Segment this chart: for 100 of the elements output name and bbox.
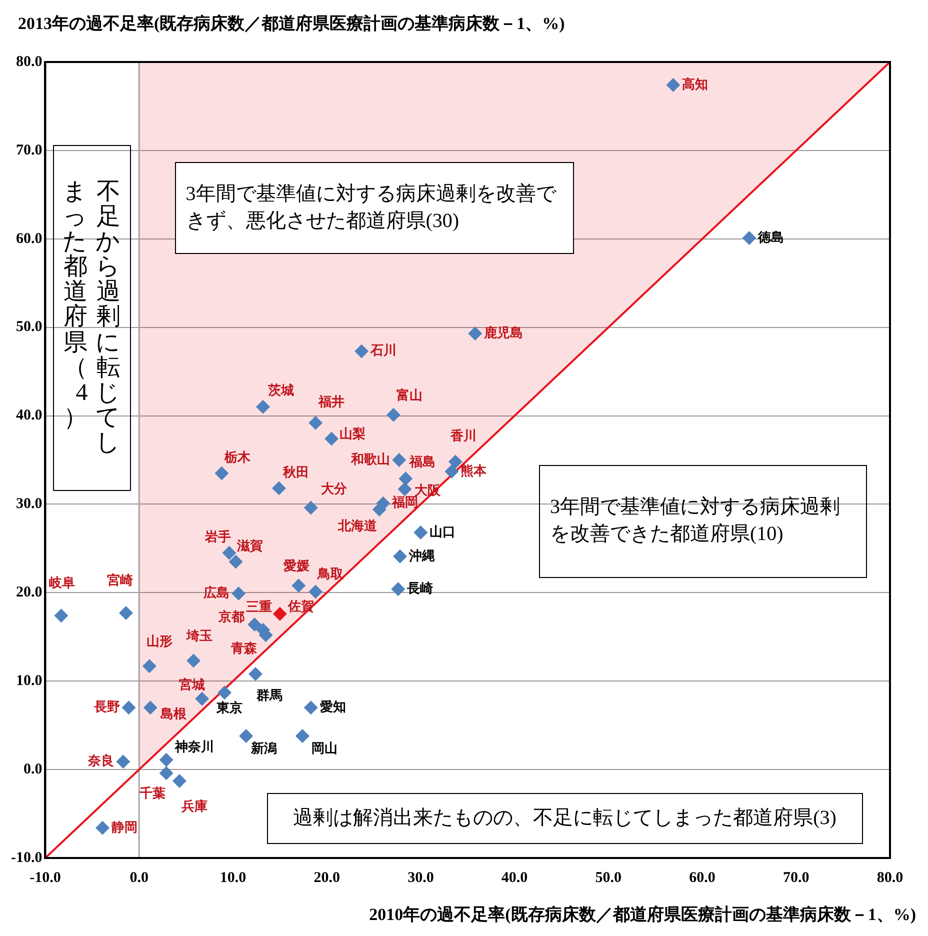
annotation: 富山 <box>396 387 422 402</box>
annotation: 福島 <box>408 454 436 469</box>
point <box>742 231 756 246</box>
x-tick-label: 40.0 <box>501 870 528 886</box>
annotation: 福岡 <box>391 494 418 510</box>
x-tick-label: 70.0 <box>783 870 810 886</box>
point <box>248 618 262 632</box>
annotation: 鳥取 <box>316 566 345 582</box>
annotation: 千葉 <box>138 785 166 800</box>
point <box>308 416 323 430</box>
y-axis-title: 2013年の過不足率(既存病床数／都道府県医療計画の基準病床数－1、%) <box>18 13 565 35</box>
annotation: 愛媛 <box>284 558 310 573</box>
point <box>194 692 209 706</box>
point <box>218 686 232 700</box>
annotation: 新潟 <box>250 740 278 756</box>
x-axis-title: 2010年の過不足率(既存病床数／都道府県医療計画の基準病床数－1、%) <box>369 904 916 926</box>
point <box>118 606 133 620</box>
point <box>159 766 174 780</box>
annotation: 鹿児島 <box>483 324 524 340</box>
annotation: 京都 <box>218 608 245 624</box>
point <box>304 700 318 715</box>
annotation: 香川 <box>449 428 476 444</box>
point <box>248 667 262 682</box>
point <box>143 700 158 715</box>
point <box>354 344 369 358</box>
point <box>393 549 408 564</box>
annotation: 3年間で基準値に対する病床過剰を改善できた都道府県(10) <box>538 465 867 578</box>
annotation: 熊本 <box>460 462 488 478</box>
y-tick-label: 40.0 <box>16 408 42 424</box>
x-tick-label: 10.0 <box>220 870 246 886</box>
point <box>372 502 386 517</box>
annotation: 宮城 <box>178 677 205 692</box>
annotation: 和歌山 <box>350 451 390 466</box>
point <box>222 546 236 560</box>
x-tick-label: 20.0 <box>314 870 340 886</box>
annotation: 高知 <box>682 76 708 92</box>
annotation: 栃木 <box>224 450 252 465</box>
annotation: 岡山 <box>311 740 338 756</box>
x-tick-label: 80.0 <box>876 870 904 886</box>
y-tick-label: 30.0 <box>16 496 42 512</box>
point <box>272 481 286 496</box>
annotation: 茨城 <box>267 382 294 398</box>
annotation: 愛知 <box>320 699 346 714</box>
annotation: 佐賀 <box>286 598 314 614</box>
x-tick-label: -10.0 <box>30 870 61 886</box>
annotation: 3年間で基準値に対する病床過剰を改善できず、悪化させた都道府県(30) <box>174 162 574 254</box>
annotation: 長野 <box>92 699 120 714</box>
point <box>272 606 287 621</box>
annotation: 兵庫 <box>180 798 208 814</box>
x-tick-label: 60.0 <box>689 870 716 886</box>
point <box>142 659 156 674</box>
point <box>172 774 186 788</box>
annotation: 北海道 <box>336 518 378 533</box>
y-tick-label: 10.0 <box>16 672 42 689</box>
annotation: 秋田 <box>282 464 309 480</box>
point <box>228 554 243 569</box>
annotation: 宮崎 <box>106 572 133 588</box>
annotation: 埼玉 <box>186 628 213 644</box>
annotation: 奈良 <box>87 752 114 768</box>
point <box>239 728 254 743</box>
point <box>468 326 482 341</box>
point <box>308 584 323 599</box>
annotation: 山梨 <box>340 426 366 442</box>
point <box>295 728 310 743</box>
annotation: 青森 <box>230 640 258 656</box>
point <box>448 454 462 469</box>
annotation: 石川 <box>370 342 397 358</box>
text: 不足から過剰に転じてしまった都道府県（4） <box>62 178 121 456</box>
point <box>232 586 246 601</box>
point <box>398 482 412 496</box>
x-tick-label: 0.0 <box>130 870 148 886</box>
y-tick-label: 20.0 <box>16 584 42 601</box>
y-tick-label: 60.0 <box>16 230 42 247</box>
annotation: 神奈川 <box>174 739 214 754</box>
y-tick-label: 80.0 <box>16 54 42 70</box>
y-tick-label: -10.0 <box>10 850 42 866</box>
annotation: 福井 <box>318 394 345 410</box>
annotation: 山形 <box>146 633 172 648</box>
point <box>304 500 318 515</box>
point <box>666 78 680 92</box>
annotation: 静岡 <box>110 819 138 834</box>
annotation: 岩手 <box>204 529 232 544</box>
annotation: 山口 <box>430 524 456 539</box>
annotation: 島根 <box>160 706 188 722</box>
point <box>256 400 270 414</box>
annotation: 過剰は解消出来たものの、不足に転じてしまった都道府県(3) <box>266 792 863 844</box>
point <box>414 526 428 540</box>
point <box>444 464 459 478</box>
point <box>122 700 136 715</box>
annotation: 長崎 <box>406 580 434 596</box>
point <box>398 472 413 486</box>
point <box>214 466 229 480</box>
point <box>386 408 400 422</box>
annotation: 三重 <box>246 599 272 614</box>
annotation: 徳島 <box>757 229 784 244</box>
point <box>324 432 339 446</box>
point <box>54 608 68 623</box>
point <box>116 754 130 769</box>
point <box>392 453 406 467</box>
point <box>159 752 174 767</box>
